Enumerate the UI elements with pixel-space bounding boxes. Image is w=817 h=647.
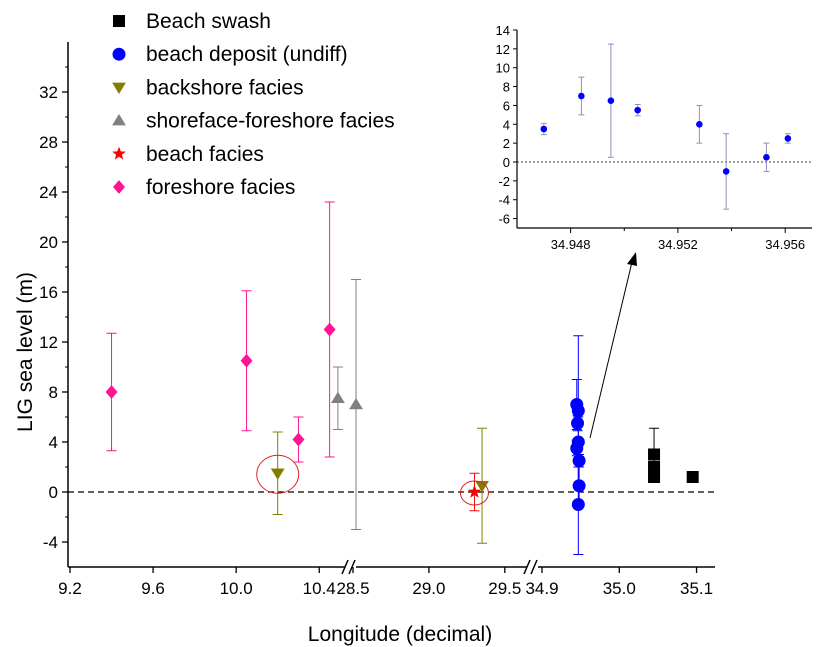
legend-label: shoreface-foreshore facies: [146, 110, 395, 133]
inset-data-point: [784, 135, 792, 142]
legend: Beach swash beach deposit (undiff) backsho…: [112, 10, 395, 199]
data-point: [686, 471, 699, 483]
x-tick-label: 35.0: [603, 579, 636, 598]
inset-series-beach-deposit: [540, 43, 792, 210]
x-tick-label: 9.2: [58, 579, 82, 598]
inset-y-tick-label: 10: [496, 61, 510, 76]
legend-label: backshore facies: [146, 76, 304, 99]
data-point: [571, 404, 585, 418]
data-point: [571, 416, 585, 430]
inset-arrow: [589, 252, 637, 439]
data-point: [570, 441, 584, 455]
y-tick-label: 0: [49, 483, 58, 502]
legend-label: foreshore facies: [146, 176, 295, 199]
x-tick-label: 10.0: [220, 579, 253, 598]
data-point: [105, 385, 118, 399]
y-tick-label: 28: [39, 133, 58, 152]
y-tick-label: 12: [39, 333, 58, 352]
legend-marker: [112, 47, 126, 61]
series-beach-deposit-undiff-: [570, 335, 586, 555]
y-tick-label: -4: [43, 533, 58, 552]
inset-y-tick-label: 14: [496, 23, 510, 38]
inset-x-tick-label: 34.948: [551, 237, 591, 252]
x-axis-label: Longitude (decimal): [308, 623, 492, 646]
data-point: [240, 353, 253, 368]
legend-marker: [112, 114, 126, 126]
inset-y-tick-label: 0: [503, 155, 510, 170]
y-tick-label: 24: [39, 183, 58, 202]
data-point: [572, 479, 586, 493]
data-point: [292, 432, 305, 447]
legend-label: Beach swash: [146, 10, 271, 33]
inset-data-point: [634, 106, 641, 114]
series-beach-swash: [648, 427, 699, 483]
inset-data-point: [722, 168, 730, 175]
inset-x-tick-label: 34.956: [765, 237, 805, 252]
arrow-line: [589, 261, 633, 439]
series-shoreface-foreshore-facies: [331, 279, 363, 530]
legend-marker: [112, 146, 126, 160]
axis-break-mark: [530, 559, 538, 575]
data-point: [648, 448, 661, 461]
y-tick-label: 32: [39, 83, 58, 102]
x-tick-label: 28.5: [336, 579, 369, 598]
legend-label: beach facies: [146, 143, 264, 166]
inset-plot: -6 -4 -2 0 2 4 6 8 10 12 14 34.948 34.952 34.956: [496, 23, 812, 252]
data-point: [331, 391, 345, 404]
data-point: [323, 322, 336, 337]
arrow-head: [627, 252, 637, 266]
data-point: [475, 480, 489, 493]
series-backshore-facies: [256, 427, 489, 544]
data-point: [467, 484, 482, 498]
inset-y-tick-label: -6: [498, 212, 510, 227]
x-tick-label: 9.6: [141, 579, 165, 598]
x-tick-label: 35.1: [680, 579, 713, 598]
legend-label: beach deposit (undiff): [146, 43, 348, 66]
highlight-circle: [459, 480, 489, 506]
x-tick-label: 34.9: [525, 579, 558, 598]
data-point: [349, 397, 363, 410]
data-point: [270, 468, 285, 480]
inset-y-tick-label: -2: [498, 174, 510, 189]
x-tick-label: 10.4: [303, 579, 336, 598]
legend-marker: [113, 15, 125, 27]
series-foreshore-facies: [105, 201, 336, 463]
inset-data-point: [578, 92, 585, 100]
inset-y-tick-label: -4: [498, 193, 510, 208]
inset-data-point: [540, 125, 548, 133]
data-point: [572, 454, 586, 468]
inset-data-point: [607, 97, 615, 105]
axis-break-mark: [341, 559, 349, 575]
legend-marker: [113, 180, 125, 194]
y-tick-label: 16: [39, 283, 58, 302]
series-beach-facies: [459, 472, 489, 512]
x-tick-label: 29.5: [488, 579, 521, 598]
y-tick-label: 8: [49, 383, 58, 402]
x-tick-label: 29.0: [412, 579, 445, 598]
inset-x-tick-label: 34.952: [658, 237, 698, 252]
inset-y-tick-label: 4: [503, 117, 510, 132]
data-point: [571, 498, 585, 511]
legend-marker: [112, 82, 126, 94]
inset-data-point: [696, 120, 703, 128]
inset-y-tick-label: 2: [503, 136, 510, 151]
highlight-circle: [256, 454, 300, 494]
inset-y-tick-label: 6: [503, 98, 510, 113]
inset-y-tick-label: 8: [503, 80, 510, 95]
inset-data-point: [763, 153, 770, 161]
axis-break-mark: [523, 559, 531, 575]
y-tick-label: 4: [49, 433, 58, 452]
axis-break-mark: [348, 559, 356, 575]
y-tick-label: 20: [39, 233, 58, 252]
inset-y-tick-label: 12: [496, 42, 510, 57]
data-point: [648, 471, 661, 483]
y-axis-label: LIG sea level (m): [14, 272, 37, 432]
data-point: [648, 461, 661, 473]
